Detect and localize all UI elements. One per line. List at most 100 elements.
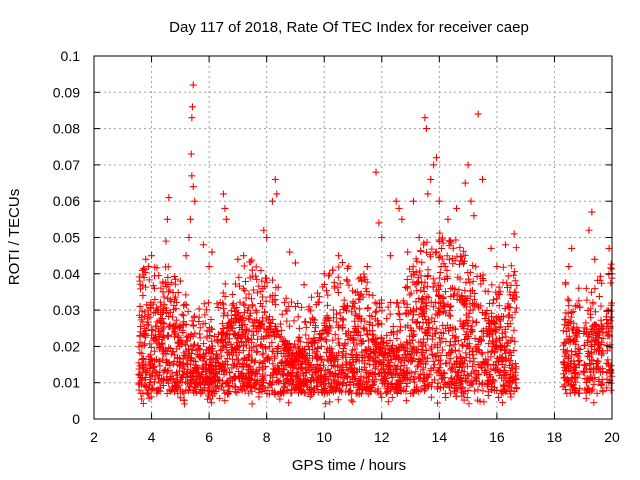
data-point [251,357,259,365]
data-point [318,356,326,364]
data-point [238,339,246,347]
data-point [213,382,221,390]
data-point [157,310,165,318]
data-point [198,362,206,370]
data-point [412,255,420,263]
data-point [206,376,214,384]
data-point [573,301,581,309]
data-point [353,341,361,349]
data-point [497,317,505,325]
data-point [412,368,420,376]
data-point [461,179,469,187]
data-point [254,335,262,343]
data-point [334,335,342,343]
data-point [136,338,144,346]
data-point [204,387,212,395]
data-point [392,197,400,205]
data-point [407,272,415,280]
y-tick-label: 0.05 [53,230,80,246]
data-point [587,356,595,364]
data-point [593,357,601,365]
data-point [474,341,482,349]
data-point [282,387,290,395]
data-point [487,320,495,328]
data-point [503,279,511,287]
data-point [319,326,327,334]
data-point [277,320,285,328]
data-point [484,288,492,296]
data-point [561,381,569,389]
data-point [439,329,447,337]
data-point [422,248,430,256]
data-point [489,337,497,345]
chart-title: Day 117 of 2018, Rate Of TEC Index for r… [169,19,529,36]
data-point [594,363,602,371]
data-point [259,293,267,301]
data-point [146,371,154,379]
data-point [499,399,507,407]
data-point [227,349,235,357]
data-point [157,284,165,292]
data-point [400,351,408,359]
data-point [201,320,209,328]
data-point [464,161,472,169]
data-point [500,368,508,376]
data-point [245,389,253,397]
data-point [446,238,454,246]
data-point [590,380,598,388]
data-point [503,342,511,350]
data-point [325,380,333,388]
data-point [598,279,606,287]
data-point [215,367,223,375]
data-point [336,309,344,317]
data-point [340,296,348,304]
data-point [231,374,239,382]
data-point [572,329,580,337]
data-point [587,374,595,382]
data-point [389,323,397,331]
data-point [159,355,167,363]
data-point [561,373,569,381]
data-point [563,347,571,355]
data-point [180,396,188,404]
data-point [293,349,301,357]
data-point [219,304,227,312]
data-point [146,356,154,364]
data-point [184,332,192,340]
data-point [255,282,263,290]
data-point [198,354,206,362]
data-point [225,318,233,326]
data-point [384,398,392,406]
data-point [366,312,374,320]
data-point [291,343,299,351]
x-tick-label: 4 [148,429,156,445]
data-point [576,356,584,364]
data-point [238,332,246,340]
x-tick-label: 10 [316,429,332,445]
data-point [507,262,515,270]
data-point [259,375,267,383]
data-point [590,399,598,407]
data-point [274,342,282,350]
data-point [370,349,378,357]
data-point [236,316,244,324]
data-point [491,325,499,333]
data-point [331,369,339,377]
data-point [259,351,267,359]
data-point [347,351,355,359]
data-point [135,343,143,351]
data-point [393,299,401,307]
data-point [480,398,488,406]
data-point [302,323,310,331]
data-point [604,319,612,327]
data-point [272,301,280,309]
y-tick-label: 0.1 [61,48,81,64]
data-point [285,302,293,310]
data-point [262,297,270,305]
data-point [429,275,437,283]
data-point [242,338,250,346]
data-point [348,346,356,354]
data-point [291,302,299,310]
data-point [162,237,170,245]
data-point [597,351,605,359]
